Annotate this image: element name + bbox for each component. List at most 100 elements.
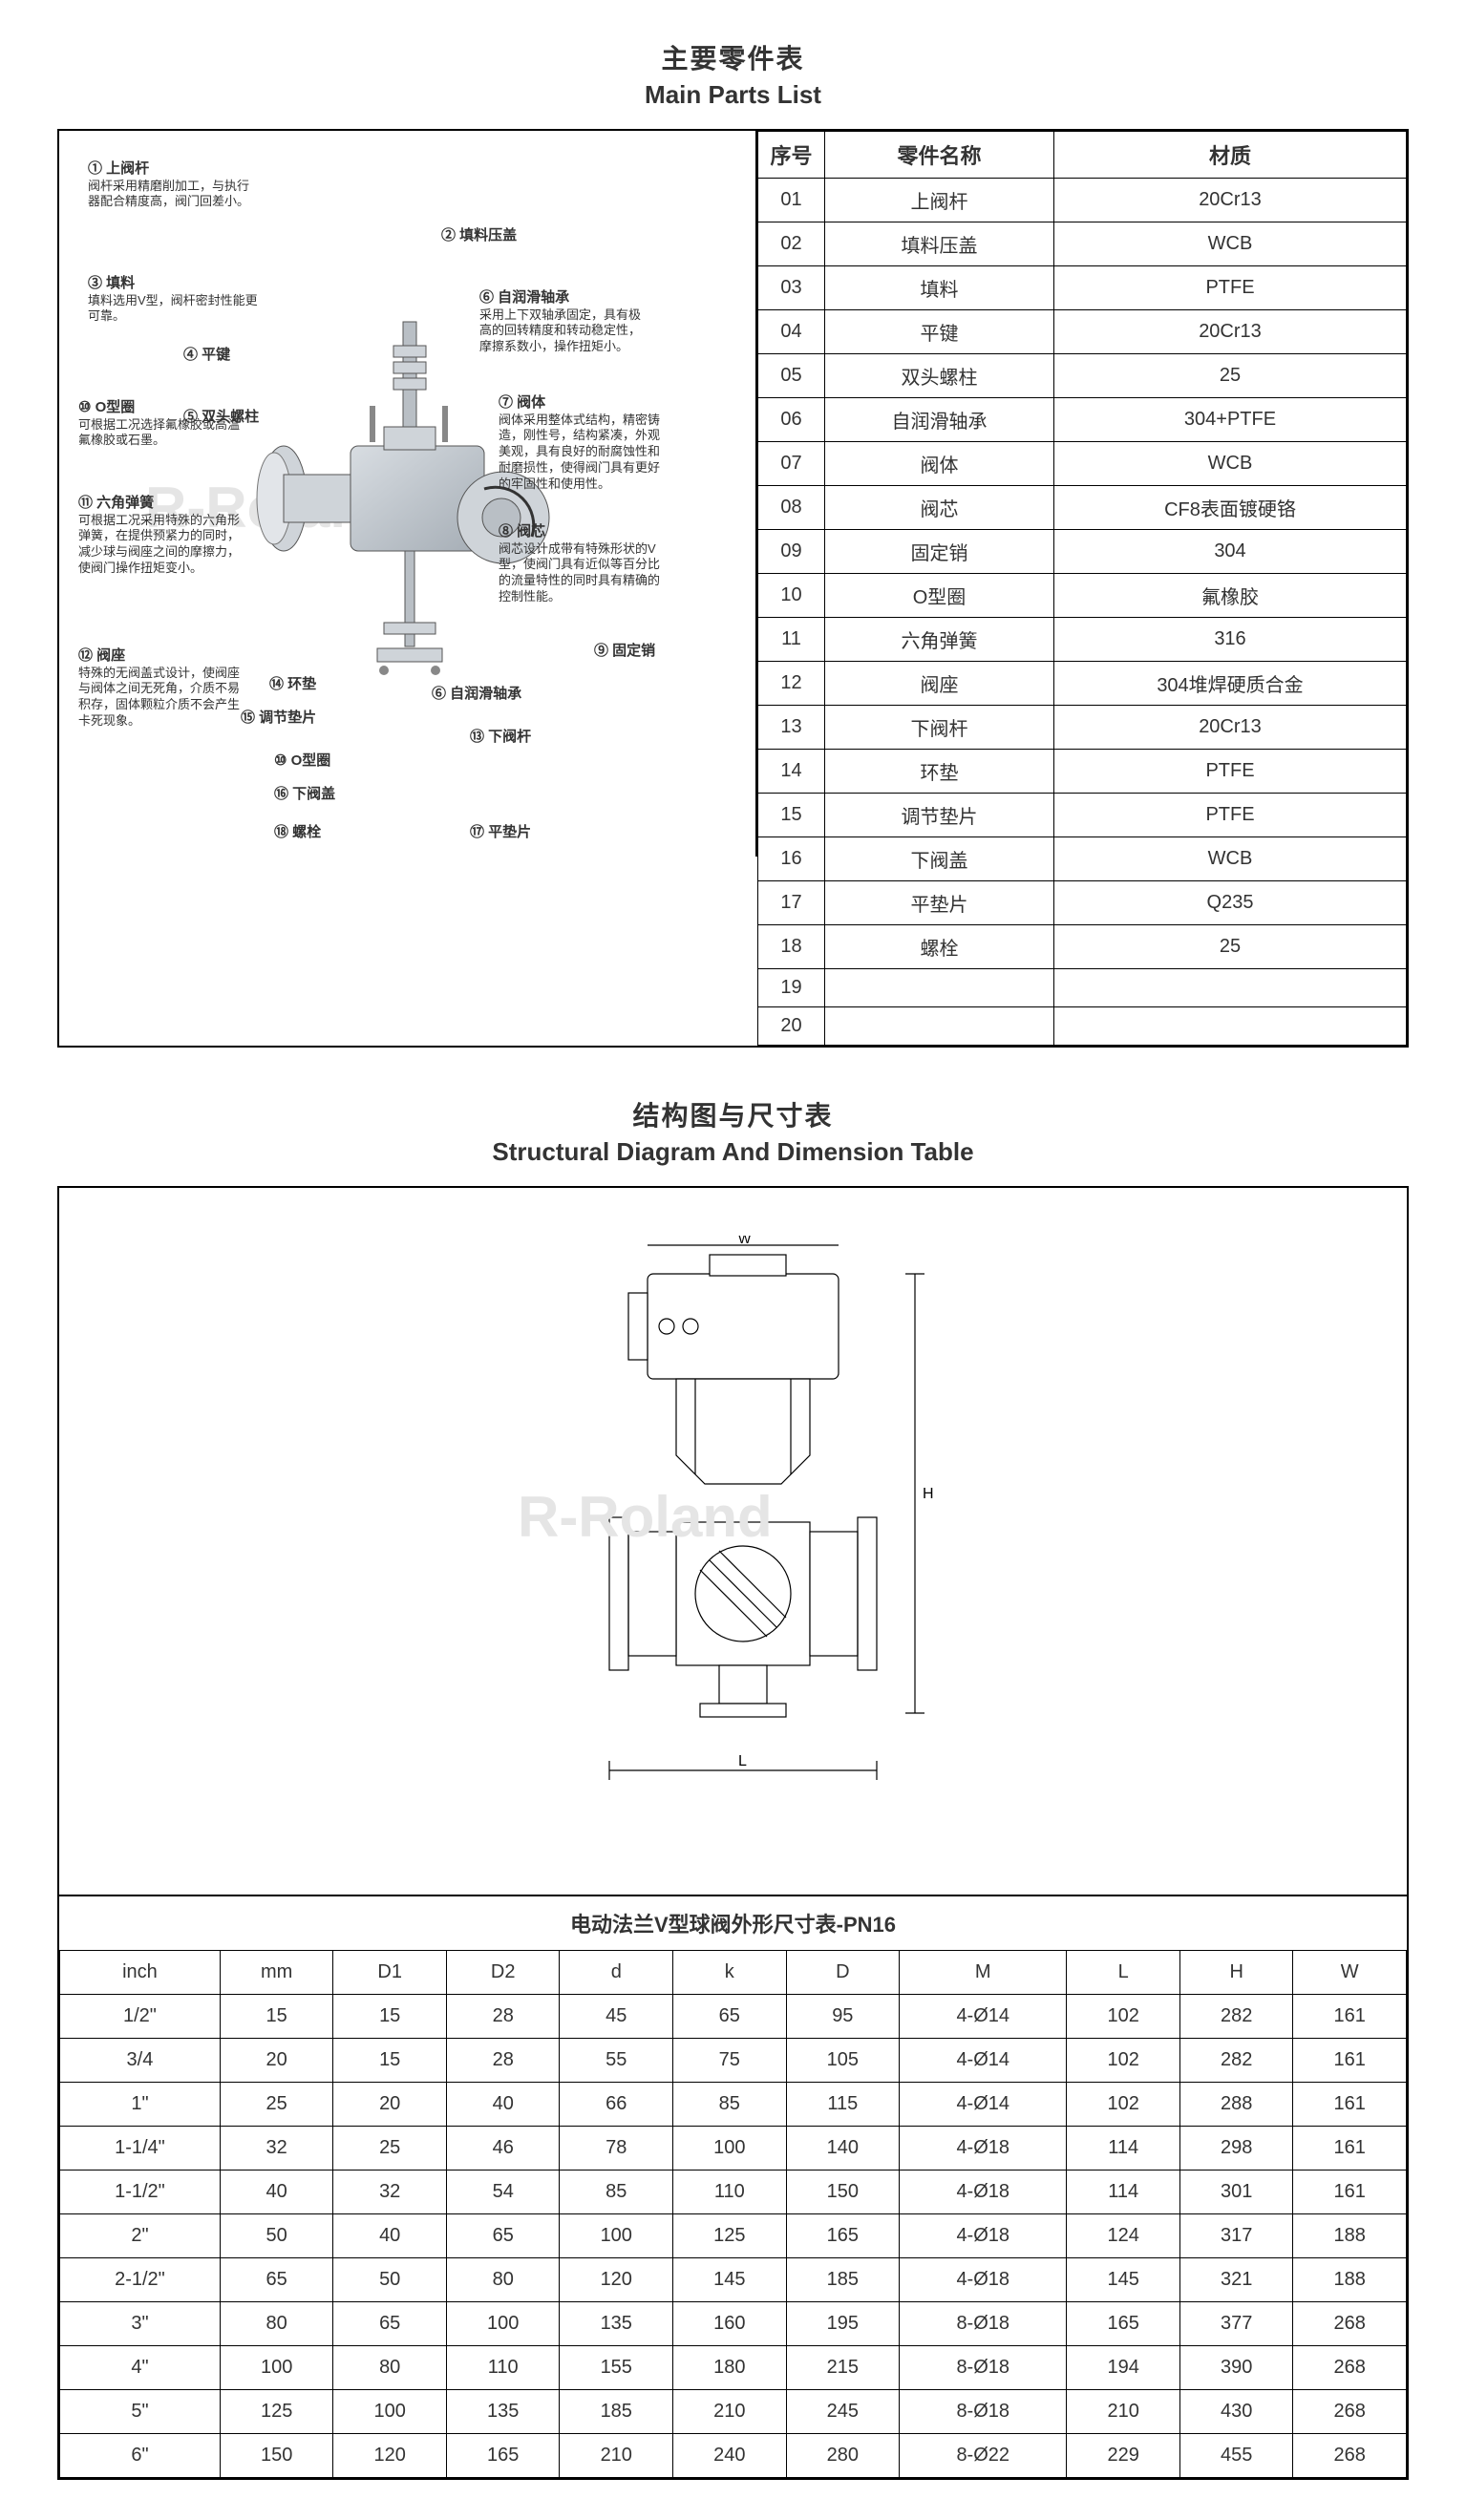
parts-table-wrap: 序号 零件名称 材质 01上阀杆20Cr1302填料压盖WCB03填料PTFE0… [757,131,1407,1046]
dim-row: 2"5040651001251654-Ø18124317188 [60,2214,1407,2258]
parts-cell-name: 上阀杆 [825,179,1054,222]
dim-cell: 188 [1293,2214,1407,2258]
dim-cell: 8-Ø18 [900,2346,1067,2390]
callout-c15: ⑮ 调节垫片 [241,709,316,728]
dim-header-cell: inch [60,1951,221,1995]
dim-cell: 80 [333,2346,447,2390]
dim-cell: 15 [333,2039,447,2083]
parts-cell-name: 下阀盖 [825,837,1054,881]
parts-cell-num: 07 [758,442,825,486]
dim-cell: 114 [1067,2171,1180,2214]
parts-row: 16下阀盖WCB [758,837,1407,881]
dim-cell: 288 [1179,2083,1293,2127]
dim-cell: 20 [220,2039,333,2083]
parts-row: 11六角弹簧316 [758,618,1407,662]
dim-cell: 215 [786,2346,900,2390]
dim-cell: 102 [1067,1995,1180,2039]
dim-cell: 165 [446,2434,560,2478]
dim-cell: 3/4 [60,2039,221,2083]
dim-cell: 135 [446,2390,560,2434]
callout-lead: ⑦ 阀体 [499,393,670,413]
dim-row: 4"100801101551802158-Ø18194390268 [60,2346,1407,2390]
dim-cell: 282 [1179,2039,1293,2083]
parts-cell-material: Q235 [1054,881,1407,925]
parts-cell-material: WCB [1054,222,1407,266]
dim-cell: 46 [446,2127,560,2171]
callout-lead: ② 填料压盖 [441,226,517,245]
dim-cell: 1" [60,2083,221,2127]
dim-cell: 120 [333,2434,447,2478]
callout-desc: 特殊的无阀盖式设计，使阀座与阀体之间无死角，介质不易积存，固体颗粒介质不会产生卡… [78,666,250,731]
dim-cell: 321 [1179,2258,1293,2302]
dim-header-cell: D2 [446,1951,560,1995]
dim-cell: 95 [786,1995,900,2039]
dim-cell: 161 [1293,2083,1407,2127]
callout-c10: ⑩ O型圈可根据工况选择氟橡胶或高温氟橡胶或石墨。 [78,398,250,449]
parts-cell-num: 12 [758,662,825,706]
dim-cell: 160 [673,2302,787,2346]
callout-c01: ① 上阀杆阀杆采用精磨削加工，与执行器配合精度高，阀门回差小。 [88,159,260,210]
callout-desc: 阀杆采用精磨削加工，与执行器配合精度高，阀门回差小。 [88,179,260,211]
dim-cell: 100 [446,2302,560,2346]
parts-cell-name: 双头螺柱 [825,354,1054,398]
callout-desc: 可根据工况选择氟橡胶或高温氟橡胶或石墨。 [78,417,250,450]
callout-lead: ⑥ 自润滑轴承 [432,685,521,704]
parts-cell-name: 阀座 [825,662,1054,706]
dim-cell: 100 [220,2346,333,2390]
parts-row: 05双头螺柱25 [758,354,1407,398]
dim-cell: 65 [333,2302,447,2346]
svg-text:H: H [923,1486,934,1502]
parts-cell-num: 16 [758,837,825,881]
dim-cell: 194 [1067,2346,1180,2390]
dim-cell: 268 [1293,2390,1407,2434]
parts-cell-num: 01 [758,179,825,222]
parts-cell-material: 20Cr13 [1054,706,1407,750]
dim-cell: 165 [786,2214,900,2258]
parts-cell-num: 17 [758,881,825,925]
parts-cell-num: 13 [758,706,825,750]
callout-lead: ⑨ 固定销 [594,642,655,661]
callout-c04: ④ 平键 [183,346,230,365]
dim-cell: 317 [1179,2214,1293,2258]
parts-cell-material: PTFE [1054,266,1407,310]
dim-cell: 100 [673,2127,787,2171]
dim-cell: 40 [333,2214,447,2258]
dim-cell: 268 [1293,2346,1407,2390]
parts-block: R-Roland [57,129,1409,1048]
dim-cell: 25 [220,2083,333,2127]
dim-cell: 110 [673,2171,787,2214]
dim-cell: 180 [673,2346,787,2390]
dim-cell: 40 [446,2083,560,2127]
dim-row: 5"1251001351852102458-Ø18210430268 [60,2390,1407,2434]
parts-header-num: 序号 [758,132,825,179]
callout-c17: ⑰ 平垫片 [470,823,531,842]
parts-row: 14环垫PTFE [758,750,1407,794]
parts-cell-material: 20Cr13 [1054,179,1407,222]
parts-cell-num: 18 [758,925,825,969]
dim-cell: 4-Ø18 [900,2258,1067,2302]
dim-cell: 161 [1293,1995,1407,2039]
dim-cell: 4-Ø18 [900,2214,1067,2258]
dim-header-row: inchmmD1D2dkDMLHW [60,1951,1407,1995]
parts-cell-material: 20Cr13 [1054,310,1407,354]
struct-title-cn: 结构图与尺寸表 [57,1095,1409,1133]
dim-cell: 390 [1179,2346,1293,2390]
callout-desc: 填料选用V型，阀杆密封性能更可靠。 [88,293,260,326]
dimension-diagram-area: R-Roland [59,1188,1407,1895]
struct-section-title: 结构图与尺寸表 Structural Diagram And Dimension… [57,1095,1409,1167]
parts-cell-name: 下阀杆 [825,706,1054,750]
dim-cell: 210 [673,2390,787,2434]
callout-c02: ② 填料压盖 [441,226,517,245]
dim-cell: 4-Ø14 [900,1995,1067,2039]
parts-cell-material: 25 [1054,354,1407,398]
parts-cell-material: WCB [1054,442,1407,486]
dim-cell: 50 [220,2214,333,2258]
dim-cell: 85 [560,2171,673,2214]
dim-cell: 15 [220,1995,333,2039]
parts-row: 19 [758,969,1407,1007]
dim-cell: 229 [1067,2434,1180,2478]
callout-lead: ⑫ 阀座 [78,646,250,666]
callout-lead: ⑩ O型圈 [274,752,330,771]
dim-header-cell: mm [220,1951,333,1995]
dim-cell: 80 [220,2302,333,2346]
